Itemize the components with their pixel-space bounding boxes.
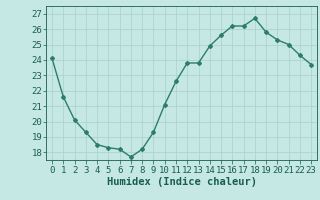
X-axis label: Humidex (Indice chaleur): Humidex (Indice chaleur)	[107, 177, 257, 187]
